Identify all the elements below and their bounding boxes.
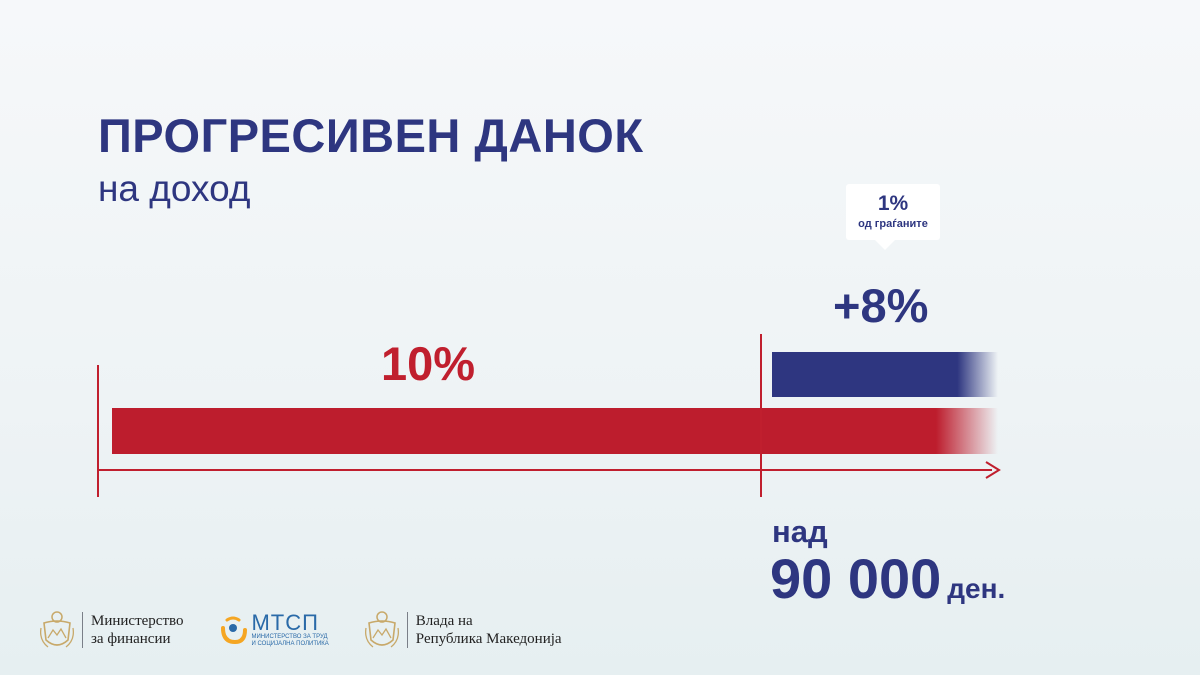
upper-rate-label: +8%: [833, 279, 929, 332]
page-subtitle: на доход: [98, 168, 251, 209]
footer-logos: Министерство за финансии МТСП МИНИСТЕРСТ…: [38, 608, 562, 652]
ministry-finance-text: Министерство за финансии: [91, 613, 184, 647]
threshold-tick: [760, 334, 762, 497]
threshold-amount: 90 000 ден.: [770, 546, 1005, 611]
threshold-prefix: над: [772, 514, 828, 549]
citizens-callout: 1% од граѓаните: [846, 184, 940, 250]
mtsp-logo: МТСП МИНИСТЕРСТВО ЗА ТРУД И СОЦИЈАЛНА ПО…: [219, 610, 329, 648]
threshold-unit: ден.: [947, 573, 1006, 604]
upper-rate-bar: [772, 352, 998, 397]
coat-of-arms-icon: [40, 611, 74, 648]
logo-separator: [82, 612, 83, 648]
threshold-number: 90 000: [770, 547, 942, 610]
government-text: Влада на Република Македонија: [415, 613, 562, 647]
base-rate-label: 10%: [381, 337, 476, 390]
mtsp-line2: И СОЦИЈАЛНА ПОЛИТИКА: [251, 641, 329, 647]
mtsp-name: МТСП: [251, 610, 319, 635]
callout-text: од граѓаните: [858, 218, 928, 230]
ministry-finance-logo: Министерство за финансии: [38, 608, 183, 652]
government-logo: Влада на Република Македонија: [363, 608, 562, 652]
mtsp-logo-icon: [221, 616, 248, 645]
callout-percent: 1%: [877, 192, 909, 215]
arrow-right-icon: [985, 461, 1001, 479]
coat-of-arms-icon: [364, 611, 399, 648]
mtsp-line1: МИНИСТЕРСТВО ЗА ТРУД: [251, 634, 328, 640]
axis-start-tick: [97, 365, 99, 497]
income-axis: [97, 469, 992, 471]
base-rate-bar: [112, 408, 998, 454]
page-title: ПРОГРЕСИВЕН ДАНОК: [98, 109, 644, 162]
logo-separator: [406, 612, 408, 648]
